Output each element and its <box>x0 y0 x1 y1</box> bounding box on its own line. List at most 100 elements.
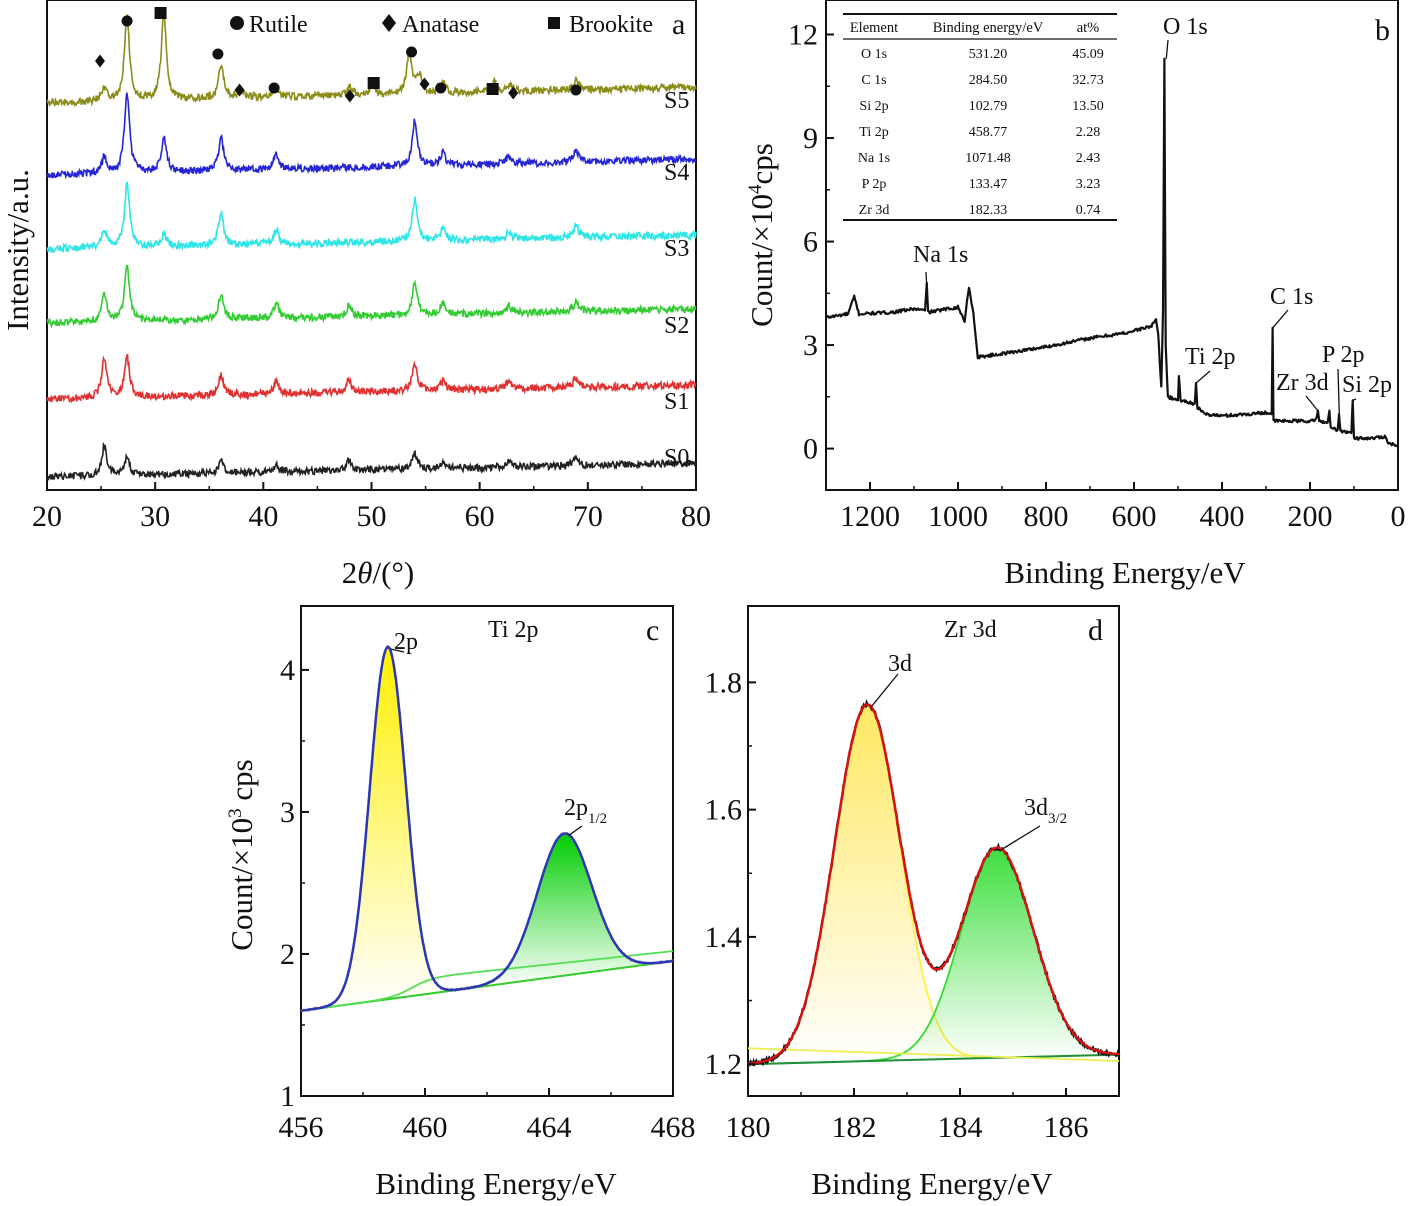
xrd-series-s4 <box>46 92 697 180</box>
x-tick-label: 468 <box>651 1111 696 1144</box>
x-tick-label: 70 <box>573 500 603 533</box>
xrd-series-s0 <box>46 441 697 481</box>
xrd-series-label-s1: S1 <box>664 389 689 415</box>
x-tick-label: 460 <box>403 1111 448 1144</box>
rutile-marker <box>406 46 418 58</box>
panel-d-xlabel: Binding Energy/eV <box>811 1166 1053 1201</box>
table-header-cell: at% <box>1077 20 1100 36</box>
rutile-marker <box>570 84 582 96</box>
x-tick-label: 30 <box>140 500 170 533</box>
xrd-series-label-s0: S0 <box>664 445 689 471</box>
table-cell: Na 1s <box>858 151 890 166</box>
table-cell: 1071.48 <box>965 151 1011 166</box>
anatase-marker <box>419 77 430 91</box>
panel-a-letter: a <box>672 8 685 41</box>
y-tick-label: 1.6 <box>705 794 743 827</box>
rutile-marker <box>212 48 224 60</box>
fit-envelope-line <box>747 703 1119 1065</box>
component-label-0: 3d <box>888 651 912 677</box>
peak-leader-line <box>1165 39 1169 59</box>
component-leader-line <box>568 825 583 837</box>
x-tick-label: 186 <box>1044 1111 1089 1144</box>
panel-c-peak-labels: 2p 2p1/2 <box>390 629 607 837</box>
legend-brookite-label: Brookite <box>569 12 653 38</box>
peak-leader-line <box>1195 370 1211 384</box>
x-tick-label: 182 <box>832 1111 877 1144</box>
peak-label: P 2p <box>1322 342 1364 368</box>
panel-a-phase-markers <box>95 7 582 103</box>
x-tick-label: 1200 <box>840 500 900 533</box>
panel-c-ticks: 456 460 464 468 1 2 3 4 <box>279 654 696 1144</box>
panel-a-legend: Rutile Anatase Brookite <box>230 12 653 38</box>
xps-survey-series <box>825 57 1399 448</box>
panel-b-xlabel: Binding Energy/eV <box>1004 555 1246 590</box>
panel-b-letter: b <box>1375 14 1390 47</box>
anatase-marker <box>95 54 106 68</box>
xrd-series-label-s3: S3 <box>664 236 689 262</box>
shirley-background <box>300 950 674 1012</box>
x-tick-label: 400 <box>1200 500 1245 533</box>
shirley-background <box>748 1047 1119 1062</box>
x-tick-label: 180 <box>726 1111 771 1144</box>
component-leader-line <box>870 673 899 708</box>
brookite-marker <box>154 7 167 19</box>
panel-d-letter: d <box>1088 614 1103 647</box>
xrd-series-s1 <box>46 353 697 404</box>
panel-d-ticks: 180 182 184 186 1.2 1.4 1.6 1.8 <box>705 666 1089 1144</box>
y-tick-label: 4 <box>280 654 295 687</box>
anatase-marker <box>508 86 519 100</box>
peak-leader-line <box>925 271 928 283</box>
legend-rutile-marker <box>230 16 244 30</box>
peak-label: Si 2p <box>1342 372 1392 398</box>
anatase-marker <box>234 83 245 97</box>
legend-anatase-marker <box>382 14 396 32</box>
x-tick-label: 40 <box>248 500 278 533</box>
x-tick-label: 80 <box>681 500 711 533</box>
table-header-cell: Element <box>850 20 898 36</box>
x-tick-label: 20 <box>32 500 62 533</box>
panel-b-table: Element Binding energy/eV at% O 1s 531.20 45.… <box>843 13 1117 221</box>
peak-leader-line <box>1305 395 1319 412</box>
rutile-marker <box>268 82 280 94</box>
panel-a-ylabel: Intensity/a.u. <box>0 169 35 331</box>
panel-b-peak-labels: Na 1s O 1s Ti 2p C 1s Zr 3dP 2p Si 2p <box>913 14 1392 415</box>
table-cell: 531.20 <box>969 47 1008 62</box>
y-tick-label: 0 <box>803 433 818 466</box>
table-cell: C 1s <box>861 73 886 88</box>
x-tick-label: 50 <box>357 500 387 533</box>
brookite-marker <box>367 77 380 89</box>
rutile-marker <box>121 15 133 27</box>
x-tick-label: 0 <box>1391 500 1406 533</box>
panel-c-plot-group <box>300 644 674 1012</box>
y-tick-label: 9 <box>803 122 818 155</box>
peak-label: Zr 3d <box>1276 370 1329 396</box>
panel-c-title: Ti 2p <box>488 617 538 643</box>
y-tick-label: 2 <box>280 938 295 971</box>
panel-b-ticks: 1200 1000 800 600 400 200 0 0 3 6 9 12 <box>788 19 1406 533</box>
xrd-series-label-s4: S4 <box>664 160 689 186</box>
panel-b-series-group <box>825 57 1399 448</box>
y-tick-label: 12 <box>788 19 818 52</box>
table-header-cell: Binding energy/eV <box>933 20 1044 36</box>
legend-rutile-label: Rutile <box>249 12 308 38</box>
table-cell: 0.74 <box>1076 203 1101 218</box>
xrd-series-s2 <box>46 264 697 329</box>
table-cell: 458.77 <box>969 125 1008 140</box>
y-tick-label: 1 <box>280 1080 295 1113</box>
x-tick-label: 1000 <box>928 500 988 533</box>
component-label-1: 2p1/2 <box>564 795 607 827</box>
component-fill-1 <box>473 833 655 988</box>
legend-anatase-label: Anatase <box>402 12 479 38</box>
legend-brookite-marker <box>548 17 560 29</box>
component-fill-0 <box>764 704 970 1064</box>
table-cell: 182.33 <box>969 203 1008 218</box>
peak-label: Ti 2p <box>1185 344 1235 370</box>
x-tick-label: 184 <box>938 1111 983 1144</box>
panel-b-ylabel: Count/×104cps <box>744 143 779 327</box>
x-tick-label: 200 <box>1288 500 1333 533</box>
component-label-0: 2p <box>394 629 418 655</box>
x-tick-label: 800 <box>1024 500 1069 533</box>
table-cell: 45.09 <box>1072 47 1104 62</box>
